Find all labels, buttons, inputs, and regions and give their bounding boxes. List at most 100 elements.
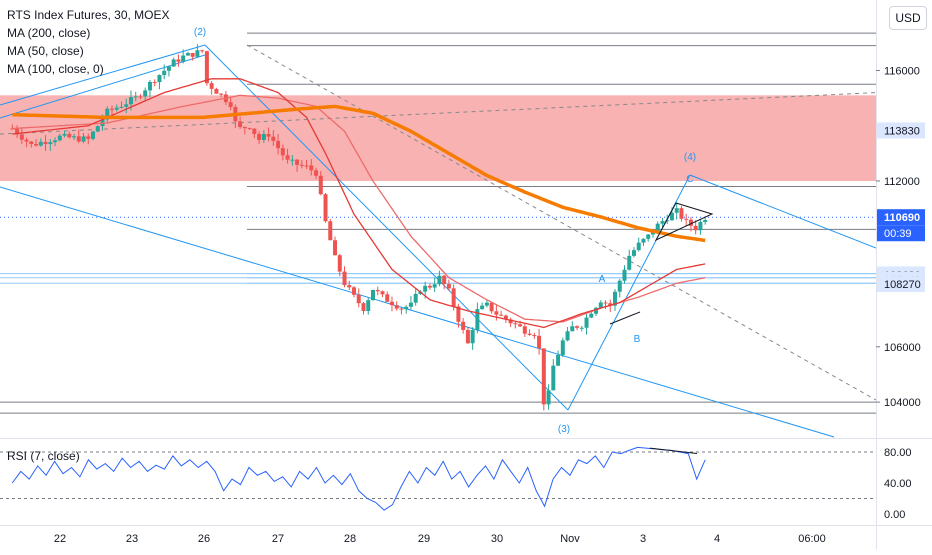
candle-body	[124, 104, 129, 107]
triangle-pattern	[654, 202, 714, 242]
currency-button[interactable]: USD	[889, 6, 927, 30]
candle-body	[688, 219, 693, 226]
candle-body	[318, 175, 323, 195]
candle-body	[437, 275, 442, 285]
candle-body	[693, 225, 698, 231]
candle-body	[67, 133, 72, 138]
wave-label: (3)	[558, 424, 570, 435]
candle-body	[57, 135, 62, 141]
candle-body	[133, 96, 138, 98]
candle-body	[152, 81, 157, 83]
candle-body	[323, 194, 328, 222]
price-tag-label: 113830	[884, 125, 920, 137]
candle-body	[461, 321, 466, 330]
candle-body	[19, 134, 24, 140]
candle-body	[261, 133, 266, 140]
candle-body	[29, 141, 34, 144]
candle-body	[399, 308, 404, 310]
x-tick-label: 30	[491, 533, 503, 545]
candle-body	[195, 50, 200, 57]
candle-body	[38, 141, 43, 146]
candle-body	[423, 285, 428, 292]
trendline	[0, 54, 206, 119]
candle-body	[470, 329, 475, 344]
candle-body	[347, 285, 352, 288]
legend-ma50: MA (50, close)	[7, 44, 84, 58]
candle-body	[238, 121, 243, 127]
x-tick-label: 22	[54, 533, 66, 545]
candle-body	[408, 302, 413, 307]
x-tick-label: Nov	[560, 533, 580, 545]
candle-body	[641, 238, 646, 243]
candle-body	[143, 90, 148, 97]
candle-body	[171, 59, 176, 67]
wave-label: C	[686, 174, 693, 185]
candle-body	[356, 294, 361, 304]
candle-body	[352, 287, 357, 295]
candle-body	[570, 326, 575, 332]
candle-body	[589, 313, 594, 318]
candle-body	[613, 291, 618, 306]
rsi-tick-label: 0.00	[884, 509, 905, 521]
candle-body	[594, 307, 599, 314]
price-tag-box	[877, 209, 925, 226]
candle-body	[185, 52, 190, 56]
x-tick-label: 3	[640, 533, 646, 545]
candle-body	[242, 126, 247, 129]
candle-body	[375, 289, 380, 292]
candle-body	[370, 289, 375, 301]
candle-body	[380, 291, 385, 295]
candle-body	[176, 59, 181, 62]
y-tick-label: 104000	[884, 397, 921, 409]
candle-body	[72, 136, 77, 138]
candle-body	[62, 133, 67, 136]
candle-body	[456, 306, 461, 322]
candle-body	[285, 155, 290, 160]
chart-title: RTS Index Futures, 30, MOEX	[7, 8, 170, 22]
candle-body	[650, 232, 655, 235]
candle-body	[81, 136, 86, 142]
candle-body	[551, 365, 556, 391]
candle-body	[475, 309, 480, 330]
candle-body	[660, 221, 665, 224]
candle-body	[257, 133, 262, 140]
candle-body	[266, 133, 271, 137]
candle-body	[43, 141, 48, 145]
candle-body	[15, 128, 20, 135]
candle-body	[617, 280, 622, 292]
candle-body	[465, 329, 470, 344]
rsi-tick-label: 40.00	[884, 478, 912, 490]
dashed-trendline	[0, 92, 876, 135]
candle-body	[698, 221, 703, 231]
y-tick-label: 116000	[884, 65, 920, 77]
candle-body	[503, 315, 508, 320]
candle-body	[646, 234, 651, 239]
candle-body	[385, 294, 390, 302]
candle-body	[157, 75, 162, 83]
trendline	[689, 174, 876, 249]
trendline	[0, 186, 835, 438]
candle-body	[228, 102, 233, 108]
candle-body	[295, 159, 300, 165]
candle-body	[271, 136, 276, 141]
candle-body	[361, 303, 366, 311]
price-tag-label: 110690	[884, 212, 920, 224]
trendline	[0, 44, 206, 106]
x-tick-label: 23	[126, 533, 138, 545]
candle-body	[119, 106, 124, 108]
candle-body	[337, 255, 342, 272]
candle-body	[162, 70, 167, 76]
candle-body	[333, 240, 338, 256]
candle-body	[166, 66, 171, 71]
candle-body	[532, 335, 537, 337]
candle-body	[404, 306, 409, 310]
y-tick-label: 112000	[884, 176, 920, 188]
x-tick-label: 4	[714, 533, 720, 545]
candle-body	[181, 55, 186, 62]
candle-body	[76, 136, 81, 142]
candle-body	[631, 250, 636, 256]
candle-body	[527, 333, 532, 336]
candle-body	[575, 326, 580, 328]
candle-body	[674, 208, 679, 213]
